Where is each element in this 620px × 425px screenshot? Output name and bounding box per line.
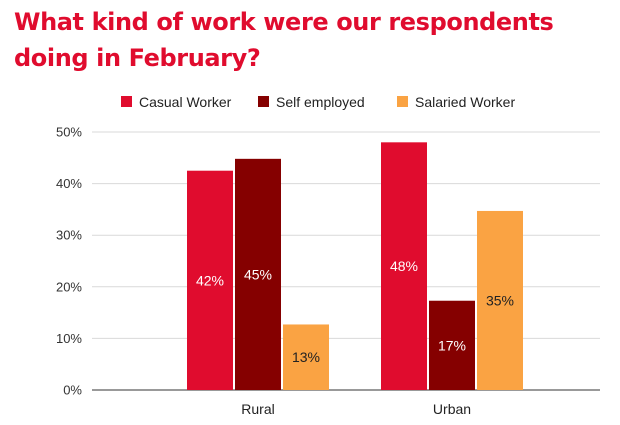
y-tick-label: 20% (56, 279, 82, 294)
y-tick-label: 40% (56, 176, 82, 191)
legend-label: Salaried Worker (415, 94, 515, 110)
bar-salaried-worker-rural (283, 324, 329, 390)
gridlines (92, 131, 600, 391)
x-category-label: Rural (241, 401, 274, 417)
data-label: 35% (486, 292, 514, 308)
bar-casual-worker-rural (187, 170, 233, 390)
legend: Casual Worker Self employed Salaried Worke… (121, 94, 515, 110)
bars (187, 142, 523, 390)
data-label: 13% (292, 349, 320, 365)
legend-label: Casual Worker (139, 94, 232, 110)
data-label: 42% (196, 272, 224, 288)
bar-salaried-worker-urban (477, 210, 523, 390)
data-label: 17% (438, 337, 466, 353)
x-axis: Rural Urban (241, 401, 471, 417)
data-label: 48% (390, 258, 418, 274)
y-tick-label: 30% (56, 228, 82, 243)
x-category-label: Urban (433, 401, 471, 417)
bar-casual-worker-urban (381, 142, 427, 390)
chart-title: What kind of work were our respondents d… (14, 8, 554, 72)
legend-label: Self employed (276, 94, 365, 110)
data-label: 45% (244, 266, 272, 282)
data-labels: 42% 45% 13% 48% 17% 35% (196, 258, 514, 365)
y-tick-label: 50% (56, 125, 82, 140)
legend-swatch-salaried-worker (397, 96, 408, 107)
bar-self-employed-urban (429, 300, 475, 390)
legend-swatch-self-employed (258, 96, 269, 107)
y-axis: 0% 10% 20% 30% 40% 50% (56, 125, 82, 398)
y-tick-label: 10% (56, 331, 82, 346)
y-tick-label: 0% (63, 383, 82, 398)
legend-swatch-casual-worker (121, 96, 132, 107)
bar-self-employed-rural (235, 158, 281, 390)
